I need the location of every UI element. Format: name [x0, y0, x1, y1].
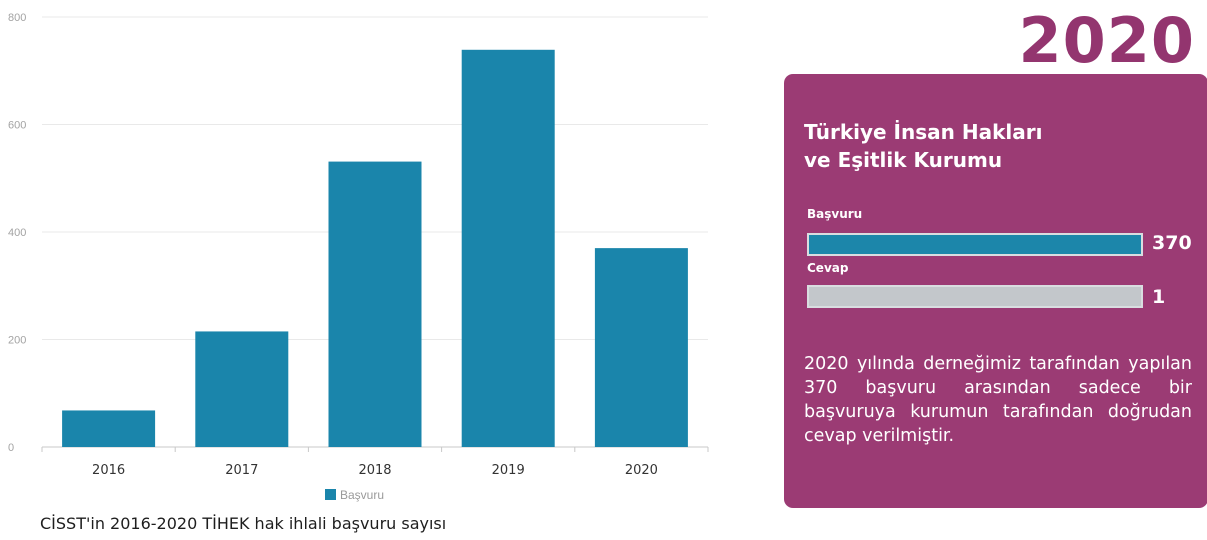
- legend-label: Başvuru: [340, 488, 384, 502]
- bars: [62, 49, 688, 447]
- y-tick-label: 400: [8, 227, 26, 239]
- chart-caption: CİSST'in 2016-2020 TİHEK hak ihlali başv…: [40, 514, 447, 533]
- x-tick-label: 2018: [358, 463, 391, 478]
- metric-fill-cevap: [807, 285, 1143, 308]
- bar-2019: [461, 49, 555, 447]
- info-panel: Türkiye İnsan Hakları ve Eşitlik Kurumu …: [784, 74, 1207, 508]
- metric-bar-cevap: [807, 285, 1143, 308]
- bar-chart: 0 200 400 600 800 2016 2017 2018 2019 2020 Başvu…: [8, 12, 709, 502]
- panel-title: Türkiye İnsan Hakları ve Eşitlik Kurumu: [804, 118, 1184, 174]
- x-tick-label: 2020: [625, 463, 658, 478]
- bar-2018: [328, 161, 422, 447]
- x-tick-label: 2017: [225, 463, 258, 478]
- metric-value-basvuru: 370: [1152, 232, 1192, 254]
- x-tick-label: 2016: [92, 463, 125, 478]
- metric-label-basvuru: Başvuru: [807, 207, 863, 221]
- metric-label-cevap: Cevap: [807, 261, 849, 275]
- x-axis-ticks: 2016 2017 2018 2019 2020: [41, 447, 709, 478]
- metric-bar-basvuru: [807, 233, 1143, 256]
- bar-2020: [594, 248, 688, 447]
- metric-value-cevap: 1: [1152, 286, 1166, 308]
- y-tick-label: 0: [8, 442, 14, 454]
- legend-swatch: [325, 489, 336, 500]
- y-axis-ticks: 0 200 400 600 800: [8, 12, 26, 454]
- panel-description: 2020 yılında derneğimiz tarafından yapıl…: [804, 354, 1192, 446]
- legend: Başvuru: [325, 488, 384, 502]
- year-title: 2020: [1018, 4, 1195, 77]
- y-tick-label: 800: [8, 12, 26, 24]
- bar-2016: [62, 410, 156, 447]
- panel-title-line-1: Türkiye İnsan Hakları: [804, 120, 1043, 144]
- y-tick-label: 600: [8, 120, 26, 132]
- x-tick-label: 2019: [492, 463, 525, 478]
- y-tick-label: 200: [8, 335, 26, 347]
- metric-fill-basvuru: [807, 233, 1143, 256]
- bar-2017: [195, 331, 289, 447]
- panel-title-line-2: ve Eşitlik Kurumu: [804, 148, 1003, 172]
